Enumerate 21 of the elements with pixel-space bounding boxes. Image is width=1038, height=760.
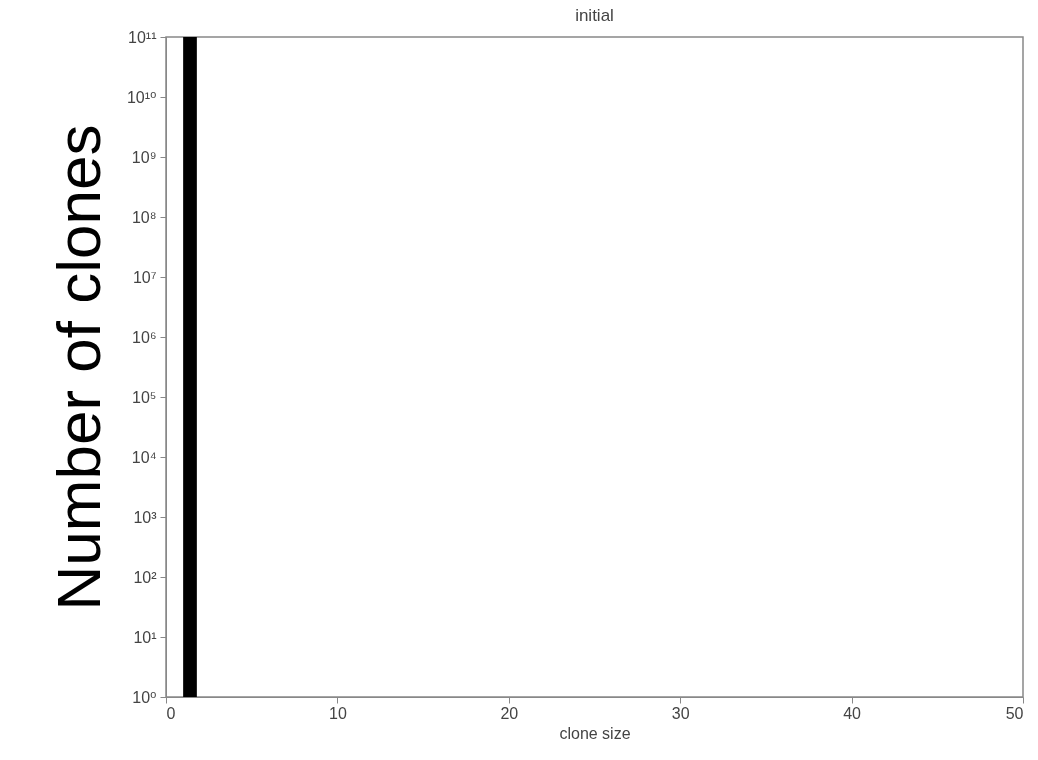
y-tick-label: 10⁸: [131, 208, 157, 226]
chart-title: initial: [575, 6, 614, 25]
x-tick-label: 50: [1005, 704, 1024, 722]
y-tick-label: 10¹¹: [128, 28, 157, 46]
y-tick-label: 10⁷: [132, 268, 157, 286]
y-tick-label: 10¹: [133, 628, 157, 646]
y-tick-label: 10¹⁰: [126, 88, 157, 106]
y-tick-label: 10³: [133, 508, 158, 526]
x-tick-label: 20: [500, 704, 519, 722]
x-tick-label: 10: [329, 704, 347, 722]
x-axis-title: clone size: [559, 724, 631, 742]
y-axis-title: Number of clones: [43, 124, 113, 611]
y-tick-label: 10²: [133, 568, 158, 586]
x-tick-label: 40: [843, 704, 862, 722]
x-tick-label: 30: [671, 704, 690, 722]
y-tick-label: 10⁶: [132, 328, 157, 346]
y-tick-label: 10⁵: [132, 388, 157, 406]
y-tick-label: 10⁰: [132, 688, 157, 706]
y-tick-label: 10⁹: [131, 148, 157, 166]
y-tick-label: 10⁴: [131, 448, 157, 466]
x-tick-label: 0: [166, 704, 176, 722]
